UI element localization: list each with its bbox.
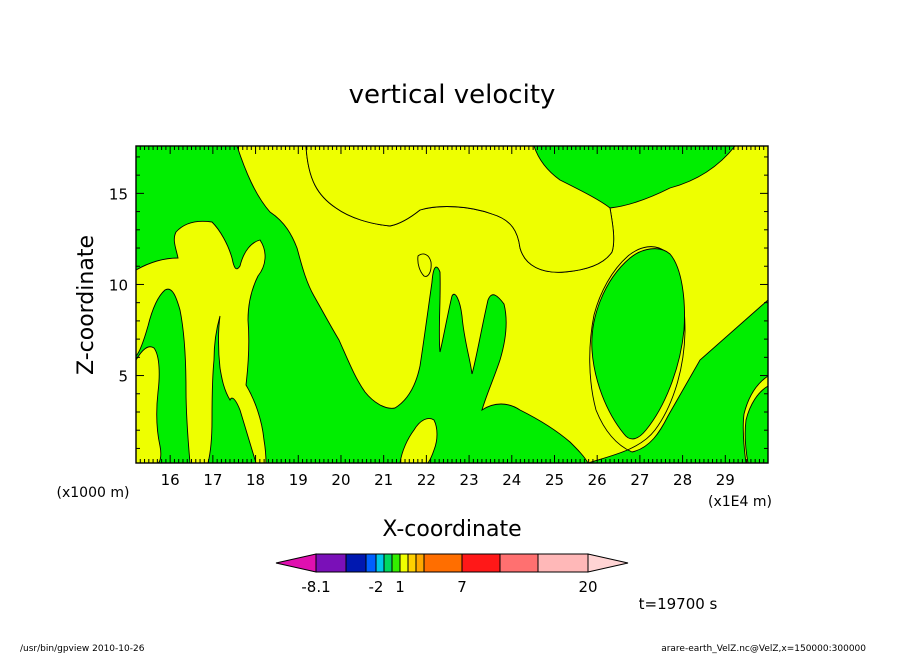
x-tick-label: 27: [630, 471, 649, 489]
x-tick-label: 28: [673, 471, 692, 489]
colorbar: -8.1 -2 1 7 20: [275, 553, 629, 596]
colorbar-cell: [383, 553, 393, 573]
yellow-lower-tongue: [399, 418, 438, 464]
contour-field: [135, 145, 769, 464]
x-tick-label: 22: [417, 471, 436, 489]
x-axis-label: X-coordinate: [382, 517, 521, 542]
yellow-lower-left: [135, 346, 162, 464]
colorbar-label: 1: [395, 578, 405, 596]
x-tick-label: 26: [588, 471, 607, 489]
x-tick-label: 17: [203, 471, 222, 489]
x-tick-label: 21: [374, 471, 393, 489]
y-tick-label: 15: [109, 185, 128, 203]
colorbar-cell: [365, 553, 377, 573]
x-tick-label: 25: [545, 471, 564, 489]
colorbar-low-arrow: [275, 553, 317, 573]
y-axis: 5 10 15: [109, 156, 768, 449]
colorbar-high-arrow: [587, 553, 629, 573]
y-tick-label: 5: [118, 368, 128, 386]
time-label: t=19700 s: [639, 595, 718, 613]
colorbar-cell: [407, 553, 417, 573]
yellow-left-column: [135, 220, 267, 464]
colorbar-label: 7: [457, 578, 467, 596]
colorbar-cell: [391, 553, 401, 573]
x-tick-label: 24: [502, 471, 521, 489]
colorbar-cell: [399, 553, 409, 573]
colorbar-cell: [315, 553, 347, 573]
colorbar-cell: [345, 553, 367, 573]
green-right-corner: [744, 385, 769, 464]
yellow-top-band: [305, 145, 615, 273]
chart-title: vertical velocity: [349, 80, 556, 110]
colorbar-cell: [415, 553, 425, 573]
colorbar-label: 20: [578, 578, 597, 596]
colorbar-cell: [461, 553, 501, 573]
yellow-small-blob: [417, 253, 432, 277]
colorbar-cell: [537, 553, 589, 573]
colorbar-label: -8.1: [301, 578, 330, 596]
x-axis: 16 17 18 19 20 21 22 23 24 25 26 27 28 29: [135, 146, 769, 489]
x-tick-label: 16: [161, 471, 180, 489]
colorbar-cell: [375, 553, 385, 573]
x-tick-label: 20: [331, 471, 350, 489]
green-ellipse-right: [591, 248, 685, 440]
footer-right: arare-earth_VelZ.nc@VelZ,x=150000:300000: [661, 644, 866, 654]
x-tick-label: 19: [289, 471, 308, 489]
x-tick-label: 18: [246, 471, 265, 489]
x-tick-label: 23: [460, 471, 479, 489]
colorbar-cell: [499, 553, 539, 573]
x-unit-label: (x1000 m): [57, 485, 130, 501]
x-tick-label: 29: [716, 471, 735, 489]
y-axis-label: Z-coordinate: [74, 235, 99, 375]
x-tick-unit-label: (x1E4 m): [708, 494, 772, 510]
colorbar-label: -2: [369, 578, 384, 596]
y-tick-label: 10: [109, 276, 128, 294]
footer-left: /usr/bin/gpview 2010-10-26: [20, 644, 145, 654]
colorbar-cell: [423, 553, 463, 573]
